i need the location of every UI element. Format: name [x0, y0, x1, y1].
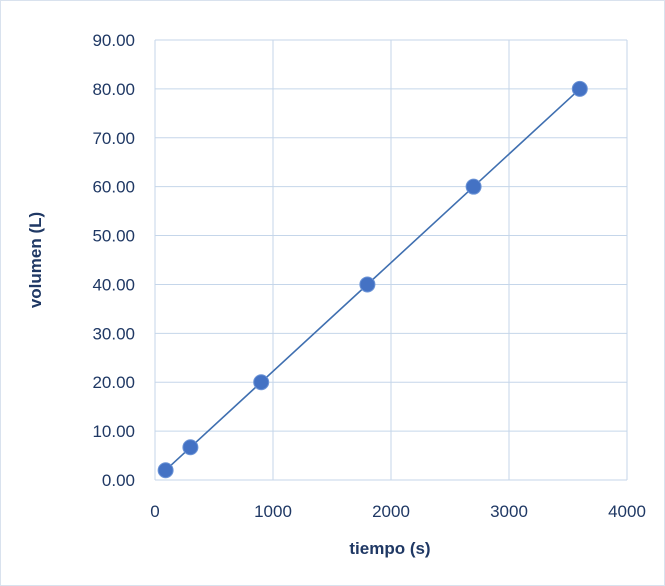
y-tick-label: 10.00 [92, 422, 135, 441]
y-tick-label: 0.00 [102, 471, 135, 490]
x-axis-tick-labels: 0 1000 2000 3000 4000 [150, 502, 646, 521]
x-tick-label: 1000 [254, 502, 292, 521]
y-tick-label: 60.00 [92, 178, 135, 197]
y-tick-label: 20.00 [92, 373, 135, 392]
axes [154, 40, 627, 481]
x-axis-title: tiempo (s) [349, 539, 430, 558]
data-series [157, 80, 588, 479]
y-axis-title: volumen (L) [26, 212, 45, 308]
grid-lines [155, 39, 628, 480]
x-tick-label: 4000 [608, 502, 646, 521]
x-tick-label: 0 [150, 502, 159, 521]
y-tick-label: 90.00 [92, 31, 135, 50]
x-tick-label: 2000 [372, 502, 410, 521]
y-tick-label: 50.00 [92, 227, 135, 246]
data-point [182, 439, 199, 456]
x-tick-label: 3000 [490, 502, 528, 521]
y-tick-label: 80.00 [92, 80, 135, 99]
data-point [465, 178, 482, 195]
y-tick-label: 70.00 [92, 129, 135, 148]
data-point [571, 80, 588, 97]
y-tick-label: 40.00 [92, 275, 135, 294]
data-point [253, 374, 270, 391]
data-point [157, 462, 174, 479]
y-tick-label: 30.00 [92, 324, 135, 343]
data-point [359, 276, 376, 293]
y-axis-tick-labels: 0.00 10.00 20.00 30.00 40.00 50.00 60.00 70.00 8… [92, 31, 135, 490]
